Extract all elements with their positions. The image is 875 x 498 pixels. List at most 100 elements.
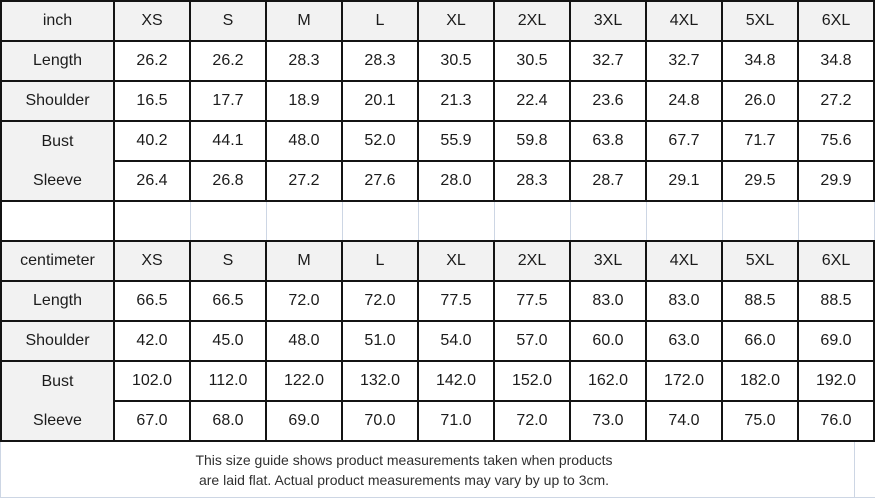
size-value: 29.9 bbox=[797, 160, 875, 202]
size-value: 28.3 bbox=[493, 160, 571, 202]
row-label-bust-sleeve: Bust Sleeve bbox=[0, 360, 115, 442]
size-value: 48.0 bbox=[265, 320, 343, 362]
row-label-bust: Bust bbox=[41, 132, 74, 150]
size-value: 72.0 bbox=[341, 280, 419, 322]
size-value: 26.2 bbox=[189, 40, 267, 82]
size-value: 28.3 bbox=[265, 40, 343, 82]
spacer-cell bbox=[0, 200, 115, 242]
size-value: 21.3 bbox=[417, 80, 495, 122]
size-value: 28.7 bbox=[569, 160, 647, 202]
size-value: 26.4 bbox=[113, 160, 191, 202]
spacer-cell bbox=[265, 200, 343, 242]
size-header: 2XL bbox=[493, 0, 571, 42]
size-value: 45.0 bbox=[189, 320, 267, 362]
size-value: 28.3 bbox=[341, 40, 419, 82]
size-value: 74.0 bbox=[645, 400, 723, 442]
size-value: 57.0 bbox=[493, 320, 571, 362]
size-value: 55.9 bbox=[417, 120, 495, 162]
spacer-cell bbox=[797, 200, 875, 242]
row-label-shoulder: Shoulder bbox=[0, 320, 115, 362]
size-value: 23.6 bbox=[569, 80, 647, 122]
size-value: 70.0 bbox=[341, 400, 419, 442]
spacer-cell bbox=[189, 200, 267, 242]
size-value: 34.8 bbox=[797, 40, 875, 82]
size-value: 26.0 bbox=[721, 80, 799, 122]
size-header: L bbox=[341, 240, 419, 282]
row-label-length: Length bbox=[0, 40, 115, 82]
table-header-row-centimeter: centimeter XS S M L XL 2XL 3XL 4XL 5XL 6XL bbox=[0, 240, 875, 282]
size-value: 29.1 bbox=[645, 160, 723, 202]
size-header: S bbox=[189, 0, 267, 42]
size-header: S bbox=[189, 240, 267, 282]
size-value: 68.0 bbox=[189, 400, 267, 442]
size-value: 76.0 bbox=[797, 400, 875, 442]
table-row: Bust Sleeve 40.2 44.1 48.0 52.0 55.9 59.8 63.8 67… bbox=[0, 120, 875, 202]
size-value: 192.0 bbox=[797, 360, 875, 402]
size-value: 132.0 bbox=[341, 360, 419, 402]
size-value: 83.0 bbox=[645, 280, 723, 322]
size-value: 30.5 bbox=[417, 40, 495, 82]
size-value: 27.6 bbox=[341, 160, 419, 202]
spacer-cell bbox=[113, 200, 191, 242]
table-row: 67.0 68.0 69.0 70.0 71.0 72.0 73.0 74.0 75.0 76.0 bbox=[1, 400, 875, 442]
size-value: 71.0 bbox=[417, 400, 495, 442]
size-value: 42.0 bbox=[113, 320, 191, 362]
size-header: 5XL bbox=[721, 0, 799, 42]
size-value: 63.8 bbox=[569, 120, 647, 162]
size-value: 48.0 bbox=[265, 120, 343, 162]
size-value: 28.0 bbox=[417, 160, 495, 202]
size-value: 44.1 bbox=[189, 120, 267, 162]
size-value: 32.7 bbox=[645, 40, 723, 82]
size-header: M bbox=[265, 0, 343, 42]
size-header: 6XL bbox=[797, 240, 875, 282]
size-value: 75.6 bbox=[797, 120, 875, 162]
spacer-cell bbox=[569, 200, 647, 242]
size-value: 162.0 bbox=[569, 360, 647, 402]
size-header: 3XL bbox=[569, 240, 647, 282]
table-row: 26.4 26.8 27.2 27.6 28.0 28.3 28.7 29.1 29.5 29.9 bbox=[1, 160, 875, 202]
size-value: 72.0 bbox=[265, 280, 343, 322]
size-header: XS bbox=[113, 0, 191, 42]
table-row: Length 26.2 26.2 28.3 28.3 30.5 30.5 32.7 32.7 34… bbox=[0, 40, 875, 82]
size-value: 40.2 bbox=[113, 120, 191, 162]
footer-right-divider bbox=[854, 442, 855, 497]
size-value: 51.0 bbox=[341, 320, 419, 362]
spacer-cell bbox=[493, 200, 571, 242]
size-header: 5XL bbox=[721, 240, 799, 282]
size-value: 34.8 bbox=[721, 40, 799, 82]
size-header: L bbox=[341, 0, 419, 42]
row-label-sleeve: Sleeve bbox=[33, 171, 82, 189]
size-value: 112.0 bbox=[189, 360, 267, 402]
size-value: 52.0 bbox=[341, 120, 419, 162]
size-value: 142.0 bbox=[417, 360, 495, 402]
spacer-cell bbox=[417, 200, 495, 242]
spacer-row bbox=[0, 200, 875, 242]
size-value: 77.5 bbox=[417, 280, 495, 322]
size-value: 73.0 bbox=[569, 400, 647, 442]
size-header: 6XL bbox=[797, 0, 875, 42]
size-value: 63.0 bbox=[645, 320, 723, 362]
size-header: 4XL bbox=[645, 0, 723, 42]
spacer-cell bbox=[645, 200, 723, 242]
size-value: 122.0 bbox=[265, 360, 343, 402]
size-value: 22.4 bbox=[493, 80, 571, 122]
size-value: 67.0 bbox=[113, 400, 191, 442]
table-row: Bust Sleeve 102.0 112.0 122.0 132.0 142.0 152.0… bbox=[0, 360, 875, 442]
row-label-sleeve: Sleeve bbox=[33, 411, 82, 429]
size-header: 4XL bbox=[645, 240, 723, 282]
size-value: 69.0 bbox=[265, 400, 343, 442]
table-header-row-inch: inch XS S M L XL 2XL 3XL 4XL 5XL 6XL bbox=[0, 0, 875, 42]
table-row: Shoulder 16.5 17.7 18.9 20.1 21.3 22.4 23.6 24.8… bbox=[0, 80, 875, 122]
size-value: 182.0 bbox=[721, 360, 799, 402]
size-value: 66.0 bbox=[721, 320, 799, 362]
size-value: 102.0 bbox=[113, 360, 191, 402]
size-value: 66.5 bbox=[113, 280, 191, 322]
size-value: 72.0 bbox=[493, 400, 571, 442]
size-value: 16.5 bbox=[113, 80, 191, 122]
size-value: 20.1 bbox=[341, 80, 419, 122]
size-value: 27.2 bbox=[265, 160, 343, 202]
size-value: 24.8 bbox=[645, 80, 723, 122]
footer-note: This size guide shows product measuremen… bbox=[0, 442, 875, 498]
size-header: XL bbox=[417, 0, 495, 42]
